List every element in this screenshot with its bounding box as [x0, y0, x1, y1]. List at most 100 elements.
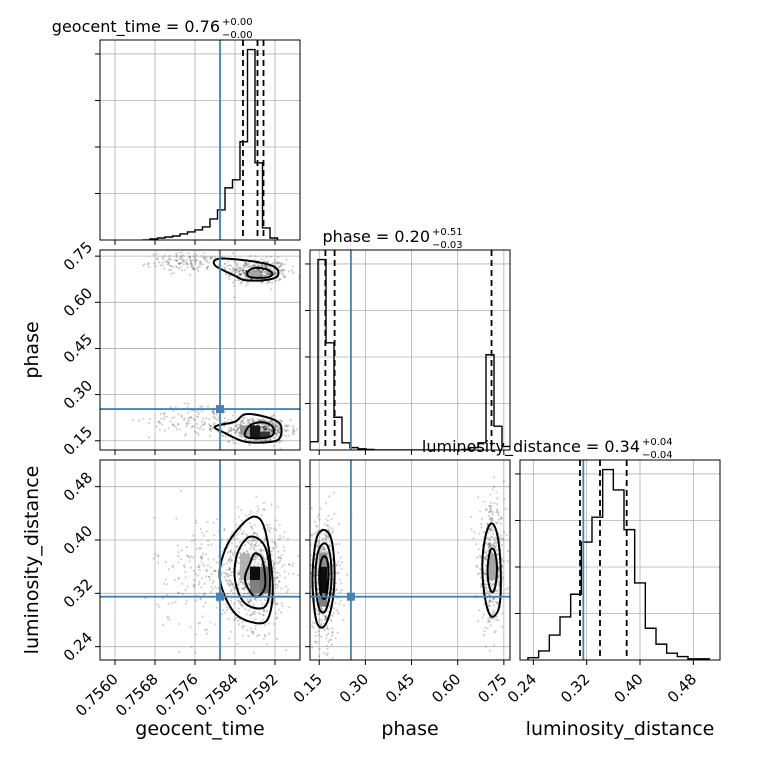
scatter-point — [249, 547, 252, 551]
scatter-point — [336, 572, 339, 575]
scatter-point — [497, 511, 500, 514]
scatter-point — [337, 571, 340, 574]
scatter-point — [168, 618, 171, 621]
scatter-point — [492, 529, 495, 532]
density-cell — [240, 425, 250, 435]
scatter-point — [263, 559, 266, 562]
scatter-point — [236, 279, 239, 282]
scatter-point — [267, 273, 270, 276]
scatter-point — [255, 593, 258, 596]
scatter-point — [266, 271, 269, 274]
scatter-point — [322, 547, 325, 551]
scatter-point — [324, 617, 328, 621]
scatter-point — [188, 416, 191, 420]
scatter-point — [241, 587, 244, 590]
scatter-point — [252, 539, 255, 542]
scatter-point — [334, 637, 337, 640]
scatter-point — [480, 517, 484, 520]
scatter-point — [164, 561, 167, 564]
scatter-point — [473, 531, 476, 534]
scatter-point — [273, 576, 276, 580]
scatter-point — [275, 425, 278, 429]
scatter-point — [305, 591, 307, 593]
scatter-point — [495, 601, 498, 605]
scatter-point — [233, 410, 236, 413]
scatter-point — [243, 587, 246, 591]
scatter-point — [489, 545, 492, 549]
scatter-points — [305, 476, 510, 660]
scatter-point — [492, 544, 496, 547]
scatter-point — [215, 518, 219, 521]
scatter-point — [280, 440, 283, 443]
scatter-point — [252, 631, 255, 634]
scatter-point — [485, 554, 488, 557]
scatter-point — [263, 428, 266, 431]
scatter-point — [205, 256, 208, 259]
scatter-point — [280, 420, 283, 423]
scatter-point — [276, 602, 279, 606]
scatter-point — [323, 629, 326, 632]
scatter-point — [177, 267, 181, 270]
scatter-point — [189, 259, 192, 262]
truth-marker — [346, 592, 355, 601]
scatter-point — [170, 272, 173, 276]
scatter-point — [283, 549, 286, 552]
scatter-point — [320, 635, 323, 638]
scatter-point — [193, 586, 196, 589]
scatter-point — [501, 575, 504, 579]
scatter-point — [259, 270, 262, 273]
scatter-point — [190, 263, 193, 266]
scatter-point — [147, 265, 150, 269]
scatter-point — [237, 531, 240, 535]
scatter-point — [276, 261, 279, 264]
scatter-point — [273, 542, 277, 545]
scatter-point — [490, 536, 493, 539]
scatter-point — [244, 273, 247, 277]
scatter-point — [307, 526, 309, 528]
scatter-point — [262, 508, 265, 511]
scatter-point — [483, 572, 486, 575]
scatter-point — [210, 543, 213, 546]
scatter-point — [330, 638, 333, 641]
panel-content — [305, 460, 510, 660]
scatter-point — [262, 549, 265, 552]
scatter-point — [217, 416, 220, 419]
scatter-point — [237, 623, 241, 626]
scatter-point — [247, 541, 250, 545]
scatter-point — [328, 604, 331, 607]
scatter-point — [275, 423, 278, 426]
scatter-point — [202, 257, 205, 260]
scatter-point — [271, 559, 274, 563]
scatter-point — [306, 568, 308, 570]
scatter-point — [253, 531, 256, 534]
scatter-point — [188, 556, 191, 559]
scatter-point — [272, 423, 275, 426]
scatter-point — [325, 518, 328, 521]
scatter-point — [193, 538, 196, 542]
scatter-point — [240, 604, 243, 607]
x-tick-label: 0.60 — [428, 670, 464, 706]
scatter-point — [324, 615, 327, 618]
scatter-point — [498, 584, 501, 587]
scatter-point — [314, 634, 317, 638]
scatter-point — [203, 256, 206, 259]
scatter-point — [280, 587, 283, 590]
scatter-point — [205, 530, 208, 533]
scatter-point — [171, 265, 175, 268]
scatter-point — [230, 559, 233, 562]
scatter-point — [318, 612, 321, 615]
scatter-point — [156, 555, 159, 558]
histogram-geocent_time — [142, 48, 279, 240]
scatter-point — [327, 514, 330, 517]
scatter-point — [253, 419, 256, 422]
scatter-point — [240, 420, 244, 423]
scatter-point — [328, 544, 331, 547]
scatter-point — [253, 523, 256, 526]
scatter-point — [256, 564, 259, 567]
scatter-point — [313, 520, 317, 524]
scatter-point — [495, 511, 498, 514]
scatter-point — [246, 282, 249, 285]
scatter-point — [148, 417, 152, 421]
scatter-point — [231, 438, 234, 441]
scatter-point — [186, 258, 189, 262]
